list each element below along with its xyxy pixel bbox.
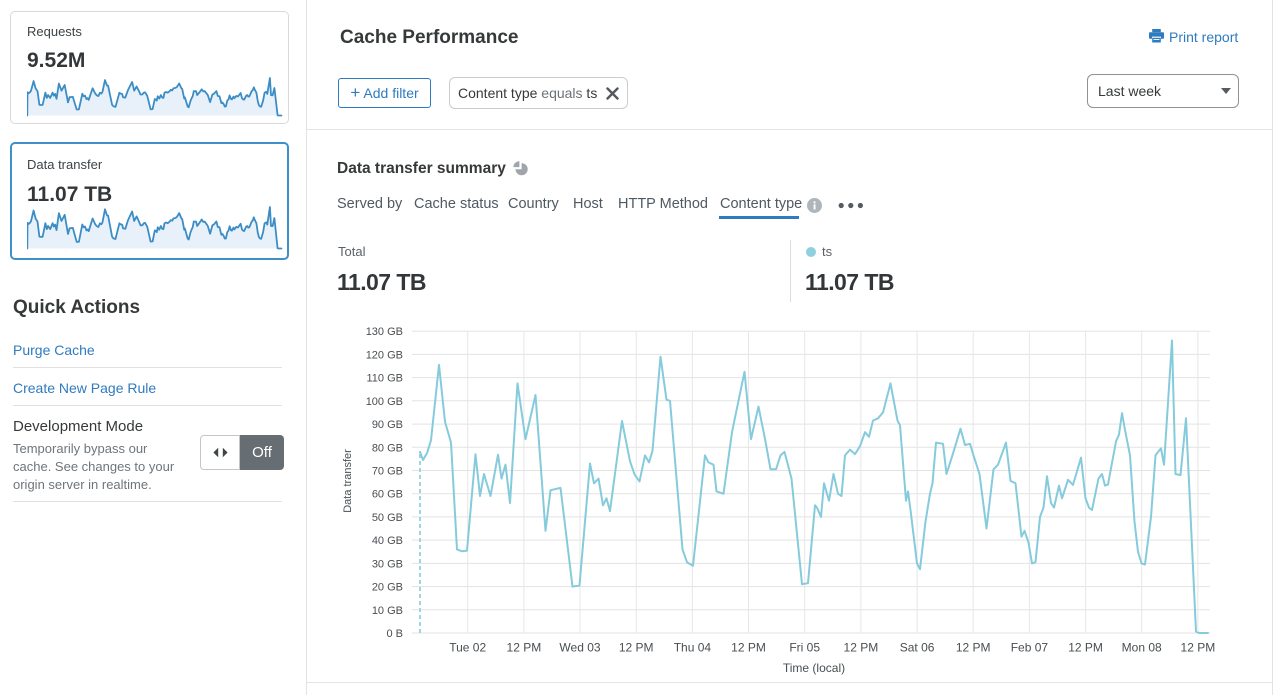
svg-text:20 GB: 20 GB	[372, 582, 403, 594]
svg-text:Tue 02: Tue 02	[449, 641, 486, 655]
svg-text:130 GB: 130 GB	[366, 326, 403, 338]
svg-text:110 GB: 110 GB	[367, 373, 404, 385]
svg-text:Fri 05: Fri 05	[789, 641, 820, 655]
svg-text:Thu 04: Thu 04	[674, 641, 712, 655]
svg-text:50 GB: 50 GB	[372, 512, 403, 524]
svg-text:Mon 08: Mon 08	[1122, 641, 1162, 655]
svg-text:12 PM: 12 PM	[844, 641, 879, 655]
svg-text:Time (local): Time (local)	[783, 661, 845, 675]
svg-text:80 GB: 80 GB	[372, 442, 403, 454]
svg-text:10 GB: 10 GB	[372, 605, 403, 617]
svg-text:0 B: 0 B	[386, 628, 403, 640]
svg-text:120 GB: 120 GB	[366, 349, 403, 361]
svg-text:70 GB: 70 GB	[372, 466, 403, 478]
svg-text:30 GB: 30 GB	[372, 558, 403, 570]
svg-text:12 PM: 12 PM	[1181, 641, 1216, 655]
svg-text:40 GB: 40 GB	[372, 535, 403, 547]
svg-text:Wed 03: Wed 03	[559, 641, 600, 655]
svg-text:60 GB: 60 GB	[372, 489, 403, 501]
svg-text:12 PM: 12 PM	[956, 641, 991, 655]
svg-text:12 PM: 12 PM	[619, 641, 654, 655]
svg-text:Feb 07: Feb 07	[1011, 641, 1049, 655]
svg-text:12 PM: 12 PM	[731, 641, 766, 655]
svg-text:90 GB: 90 GB	[372, 419, 403, 431]
svg-text:100 GB: 100 GB	[366, 396, 403, 408]
svg-text:Data transfer: Data transfer	[342, 449, 354, 513]
svg-text:12 PM: 12 PM	[507, 641, 542, 655]
svg-text:Sat 06: Sat 06	[900, 641, 935, 655]
svg-text:12 PM: 12 PM	[1068, 641, 1103, 655]
